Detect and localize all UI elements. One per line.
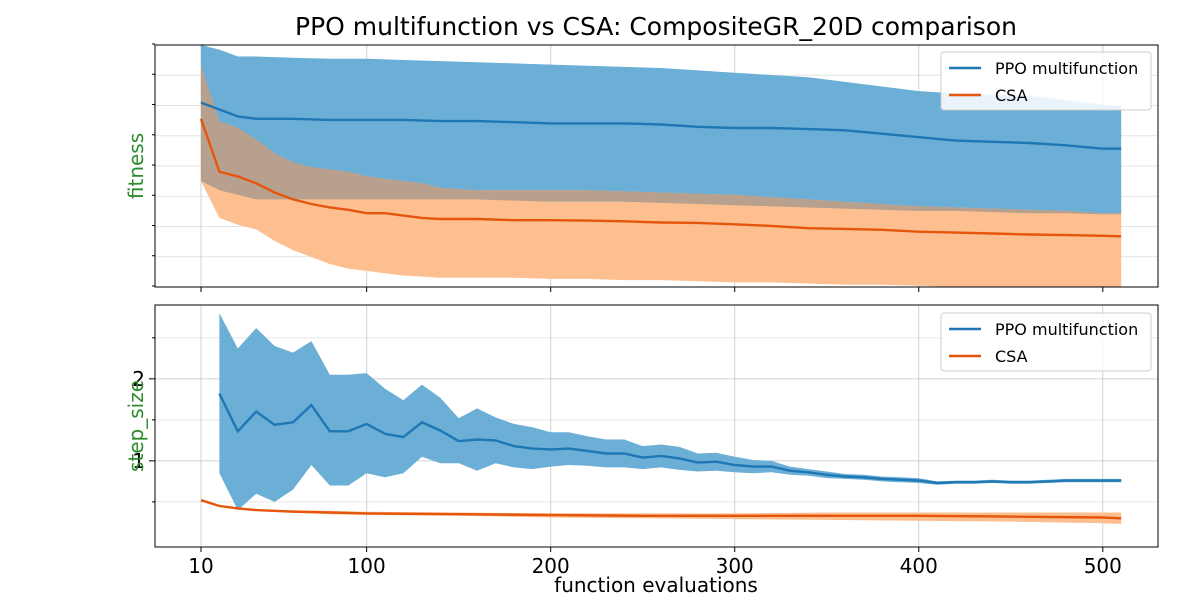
x-tick-label: 400 <box>900 554 938 578</box>
legend-box <box>940 312 1152 372</box>
band-csa <box>201 65 1122 287</box>
y-axis-label: step_size <box>124 380 148 472</box>
y-tick-label: 2 <box>132 367 145 391</box>
legend-label: CSA <box>995 86 1028 105</box>
axes-frame <box>154 44 1159 288</box>
legend: PPO multifunction CSA <box>940 51 1152 111</box>
legend-label: PPO multifunction <box>995 59 1138 78</box>
line-ppo-multifunction <box>200 101 1122 150</box>
legend-label: CSA <box>995 347 1028 366</box>
chart-title: PPO multifunction vs CSA: CompositeGR_20… <box>295 12 1017 41</box>
plot-area <box>200 313 1122 524</box>
band-ppo-multifunction <box>201 45 1122 215</box>
x-tick-label: 300 <box>716 554 754 578</box>
x-axis-label: function evaluations <box>554 573 758 597</box>
line-csa <box>199 118 1122 238</box>
band-ppo-multifunction <box>219 313 1122 511</box>
x-tick-label: 10 <box>188 554 213 578</box>
x-tick-label: 200 <box>532 554 570 578</box>
band-csa <box>201 500 1122 524</box>
plot-area <box>199 45 1122 287</box>
line-csa <box>200 499 1122 520</box>
panel-fitness: fitness PPO multifunction CSA <box>124 43 1159 292</box>
legend-box <box>940 51 1152 111</box>
y-tick-label: 1 <box>132 449 145 473</box>
legend-label: PPO multifunction <box>995 320 1138 339</box>
x-tick-label: 500 <box>1084 554 1122 578</box>
legend: PPO multifunction CSA <box>940 312 1152 372</box>
axes-frame <box>154 304 1159 548</box>
x-tick-label: 100 <box>348 554 386 578</box>
y-axis-label: fitness <box>124 133 148 199</box>
line-ppo-multifunction <box>218 393 1122 485</box>
